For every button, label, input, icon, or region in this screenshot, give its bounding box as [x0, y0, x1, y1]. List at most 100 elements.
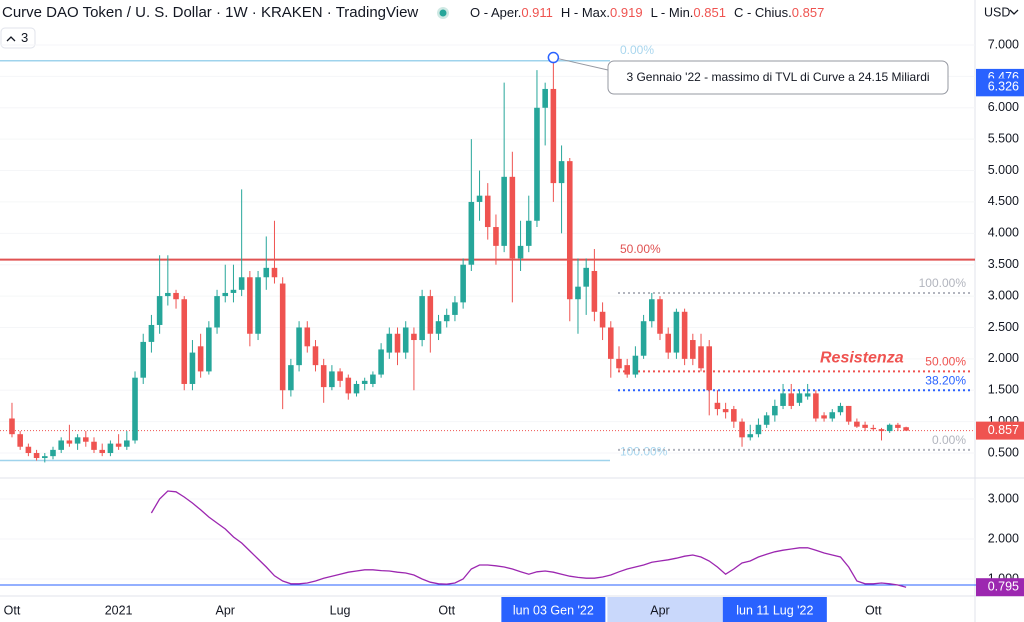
callout-box [607, 60, 949, 95]
candle-body [173, 292, 179, 300]
candle-body [288, 365, 294, 391]
x-tick-label: Apr [216, 603, 235, 617]
candle-body [107, 443, 114, 454]
candle-body [337, 371, 343, 381]
candle-body [329, 371, 335, 388]
candle-body [320, 365, 327, 388]
x-range-highlight [607, 597, 725, 622]
candle-body [411, 333, 417, 341]
y-tick-label: 6.000 [988, 100, 1019, 114]
candle-body [706, 346, 713, 391]
candle-body [443, 314, 450, 322]
currency-chevron[interactable] [1009, 9, 1019, 15]
candle-body [312, 346, 319, 366]
candle-body [148, 324, 155, 342]
candle-body [361, 380, 368, 384]
candle-body [189, 352, 196, 384]
candle-body [845, 405, 852, 422]
y-tick-label: 5.500 [988, 131, 1019, 145]
candle-body [263, 267, 270, 278]
candle-body [484, 195, 491, 228]
x-tick-label: lun 11 Lug '22 [736, 603, 813, 617]
y-tick-label: 2.500 [988, 320, 1019, 334]
candle-body [378, 349, 384, 375]
candle-body [386, 333, 393, 353]
candle-body [345, 377, 352, 394]
y-tick-label: 3.000 [988, 288, 1019, 302]
y-tick-label: 3.500 [988, 257, 1019, 271]
candle-body [772, 405, 778, 416]
indicator-line [150, 490, 907, 588]
candle-body [255, 277, 261, 334]
candle-body [66, 440, 73, 444]
fib-label: 100.00% [919, 276, 967, 290]
candle-body [394, 333, 401, 353]
x-tick-label: 2021 [105, 603, 133, 617]
x-label-box [501, 597, 606, 622]
chart-title: Curve DAO Token / U. S. Dollar · 1W · KR… [2, 4, 418, 21]
ohlc-legend: O - Aper.0.911 H - Max.0.919 L - Min.0.851… [470, 5, 824, 20]
candle-body [222, 292, 229, 297]
status-dot-core [439, 9, 447, 17]
candle-body [427, 296, 434, 334]
fib-label: 38.20% [925, 373, 966, 387]
candle-body [460, 264, 466, 303]
candle-body [124, 440, 130, 447]
ohlc-label: H - Max. [561, 5, 610, 20]
candle-body [41, 456, 48, 459]
candle-body [534, 107, 540, 221]
y-tick-label: 5.000 [988, 163, 1019, 177]
candle-body [616, 358, 622, 369]
candle-body [698, 346, 704, 369]
y-tick-label: 1.500 [988, 383, 1019, 397]
candle-body [608, 327, 614, 359]
ohlc-label: C - Chius. [734, 5, 792, 20]
x-tick-label: lun 03 Gen '22 [513, 603, 594, 617]
candle-body [58, 440, 64, 450]
y-tick-label: 2.000 [988, 351, 1019, 365]
candle-body [673, 311, 680, 353]
support-label: 50.00% [620, 242, 661, 256]
y-tick-label: 0.500 [988, 445, 1019, 459]
candle-body [558, 161, 565, 184]
candle-body [886, 424, 893, 432]
candle-body [296, 327, 302, 366]
candle-body [870, 427, 877, 430]
candle-body [763, 415, 770, 425]
range-label: 0.00% [620, 43, 654, 57]
ohlc-value: 0.911 [521, 5, 553, 20]
candle-body [657, 299, 663, 334]
x-tick-label: Lug [330, 603, 351, 617]
candle-body [591, 270, 598, 312]
candle-body [878, 429, 885, 432]
candle-body [804, 393, 811, 397]
candle-body [525, 220, 532, 246]
price-label-box [976, 78, 1024, 97]
candle-body [575, 286, 581, 300]
candle-body [829, 412, 836, 419]
candle-body [632, 355, 639, 375]
resistance-label: Resistenza [820, 350, 904, 367]
badge[interactable] [0, 27, 36, 49]
candle-body [197, 346, 204, 372]
badge-count[interactable]: 3 [21, 30, 28, 45]
candle-body [452, 302, 458, 315]
candle-body [755, 424, 762, 435]
candle-body [74, 437, 81, 444]
candle-body [25, 446, 32, 454]
last-price-box [976, 421, 1024, 440]
candle-body [476, 195, 483, 202]
candle-body [722, 409, 729, 413]
badge-chevron[interactable] [6, 36, 16, 42]
indicator-value-label: 0.795 [988, 579, 1019, 593]
candle-body [517, 245, 524, 259]
x-tick-label: Apr [650, 603, 669, 617]
currency[interactable]: USD [984, 5, 1010, 19]
candle-body [903, 427, 909, 431]
candle-body [419, 296, 425, 341]
ohlc-value: 0.857 [792, 5, 825, 20]
candle-body [99, 449, 105, 454]
candle-body [690, 340, 696, 359]
candle-body [83, 437, 89, 442]
